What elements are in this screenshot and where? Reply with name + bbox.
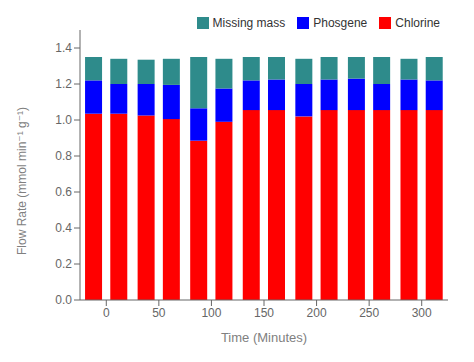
svg-text:50: 50 xyxy=(152,306,166,320)
svg-text:Flow Rate (mmol min⁻¹ g⁻¹): Flow Rate (mmol min⁻¹ g⁻¹) xyxy=(15,107,29,255)
svg-text:0: 0 xyxy=(103,306,110,320)
html-text:Phosgene: Phosgene xyxy=(313,16,368,30)
svg-text:0.0: 0.0 xyxy=(55,293,72,307)
svg-text:Time (Minutes): Time (Minutes) xyxy=(221,330,307,345)
svg-text:300: 300 xyxy=(412,306,432,320)
svg-text:200: 200 xyxy=(307,306,327,320)
svg-text:100: 100 xyxy=(201,306,221,320)
html-text:Missing mass: Missing mass xyxy=(212,16,286,30)
svg-text:1.4: 1.4 xyxy=(55,41,72,55)
svg-text:1.0: 1.0 xyxy=(55,113,72,127)
svg-text:0.2: 0.2 xyxy=(55,257,72,271)
svg-text:1.2: 1.2 xyxy=(55,77,72,91)
svg-text:150: 150 xyxy=(254,306,274,320)
svg-text:0.4: 0.4 xyxy=(55,221,72,235)
html-text:Chlorine: Chlorine xyxy=(395,16,440,30)
svg-text:0.8: 0.8 xyxy=(55,149,72,163)
svg-text:250: 250 xyxy=(359,306,379,320)
svg-text:0.6: 0.6 xyxy=(55,185,72,199)
